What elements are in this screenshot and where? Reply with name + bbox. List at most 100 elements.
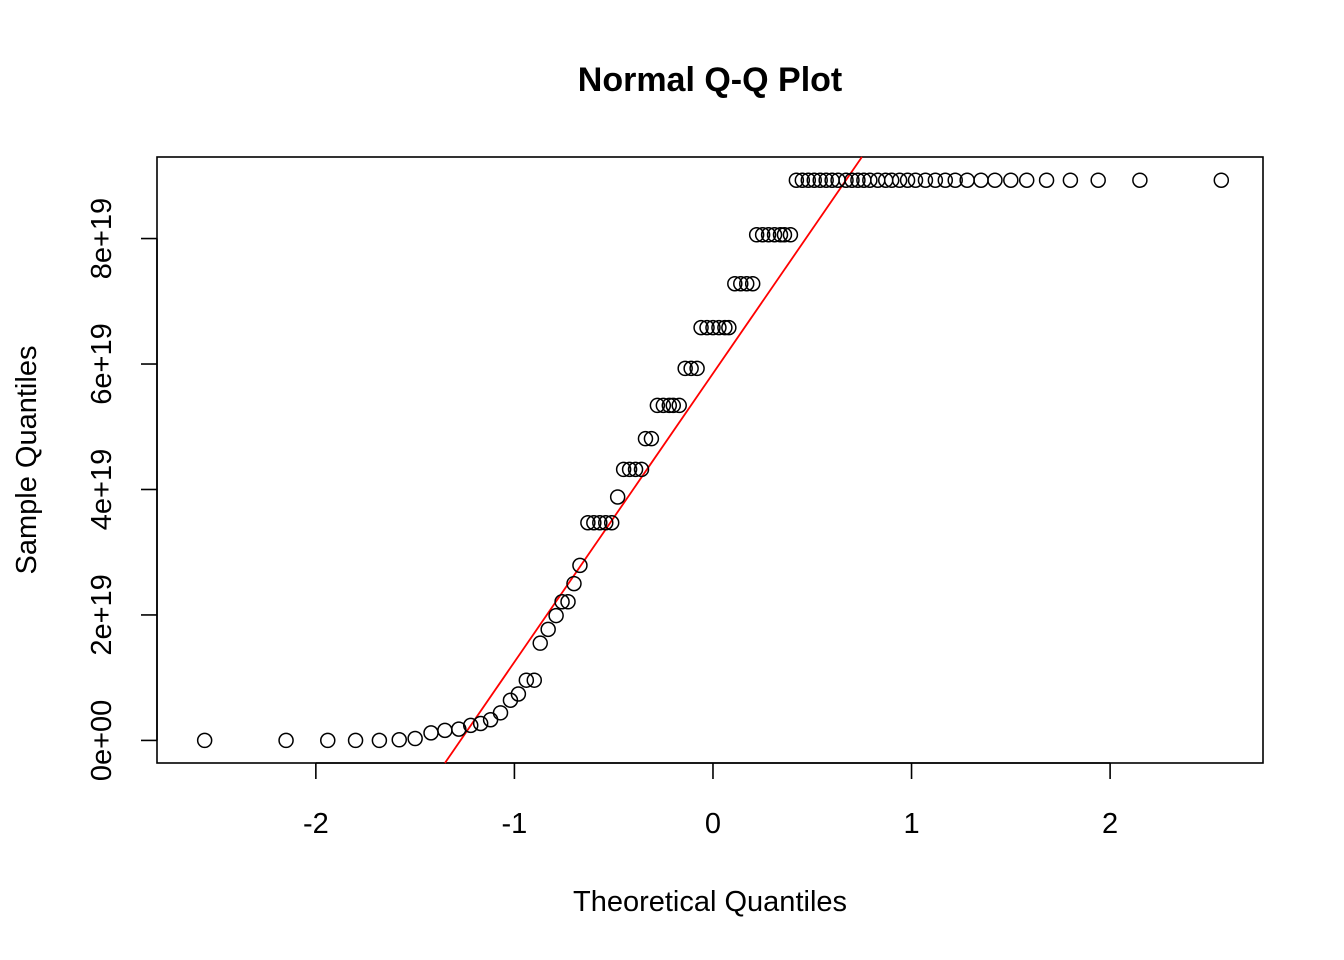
data-point: [391, 732, 407, 748]
reference-line: [444, 156, 863, 764]
data-points: [196, 172, 1230, 749]
data-point: [1003, 172, 1019, 188]
data-point: [782, 227, 799, 243]
data-point: [693, 319, 709, 336]
data-point: [677, 360, 693, 377]
x-axis: -2 -1 0 1 2: [303, 762, 1118, 840]
data-point: [883, 172, 900, 188]
data-point: [518, 672, 535, 688]
data-point: [371, 732, 388, 749]
data-point: [1062, 172, 1079, 188]
data-point: [689, 360, 705, 377]
y-tick-label: 0e+00: [86, 700, 118, 781]
data-point: [423, 725, 439, 741]
data-point: [727, 275, 743, 292]
data-point: [788, 172, 805, 188]
data-point: [838, 172, 854, 188]
data-point: [973, 172, 989, 188]
data-point: [347, 732, 364, 749]
data-point: [699, 319, 715, 336]
data-point: [717, 319, 733, 336]
data-point: [609, 489, 626, 505]
data-point: [754, 227, 771, 243]
data-point: [1132, 172, 1148, 188]
data-point: [510, 686, 527, 702]
data-point: [472, 715, 489, 732]
y-tick-label: 8e+19: [86, 198, 118, 279]
data-point: [407, 730, 423, 747]
data-point: [278, 732, 294, 749]
data-point: [437, 722, 453, 739]
data-point: [196, 732, 213, 749]
data-point: [947, 172, 963, 188]
data-point: [899, 172, 916, 188]
data-point: [532, 635, 548, 651]
data-point: [643, 430, 660, 447]
data-point: [451, 721, 467, 737]
data-point: [711, 319, 727, 336]
data-point: [462, 717, 479, 734]
data-point: [891, 172, 908, 188]
y-tick-label: 4e+19: [86, 449, 118, 530]
data-point: [733, 275, 749, 292]
data-point: [598, 514, 614, 531]
data-point: [818, 172, 834, 188]
data-point: [760, 227, 777, 243]
data-point: [705, 319, 721, 336]
x-tick-label: 2: [1102, 808, 1118, 840]
data-point: [586, 514, 602, 531]
data-point: [800, 172, 817, 188]
data-point: [917, 172, 934, 188]
chart-title: Normal Q-Q Plot: [578, 61, 842, 99]
data-point: [671, 397, 687, 414]
data-point: [738, 275, 755, 292]
data-point: [748, 227, 765, 243]
y-axis: 0e+00 2e+19 4e+19 6e+19 8e+19: [86, 198, 158, 781]
data-point: [554, 594, 570, 610]
data-point: [844, 172, 860, 188]
data-point: [548, 607, 564, 624]
data-point: [540, 621, 556, 638]
data-point: [615, 461, 632, 478]
data-point: [320, 732, 336, 749]
data-point: [1018, 172, 1035, 188]
data-point: [492, 705, 509, 721]
plot-frame: [156, 156, 1264, 764]
data-point: [806, 172, 822, 188]
data-point: [721, 319, 737, 336]
data-point: [862, 172, 878, 188]
data-point: [566, 575, 582, 592]
data-point: [772, 227, 789, 243]
data-point: [850, 172, 866, 188]
data-point: [776, 227, 793, 243]
data-point: [1213, 172, 1230, 188]
data-point: [592, 514, 608, 531]
y-axis-label: Sample Quantiles: [11, 346, 43, 575]
data-point: [633, 461, 650, 478]
data-point: [987, 172, 1003, 188]
data-point: [649, 397, 666, 414]
data-point: [766, 227, 783, 243]
data-point: [637, 430, 654, 447]
data-point: [603, 514, 620, 531]
y-tick-label: 2e+19: [86, 574, 118, 655]
data-point: [526, 672, 543, 688]
y-tick-label: 6e+19: [86, 323, 118, 404]
data-point: [655, 397, 672, 414]
x-tick-label: 0: [705, 808, 721, 840]
data-point: [1090, 172, 1106, 188]
x-axis-label: Theoretical Quantiles: [573, 886, 847, 918]
data-point: [683, 360, 699, 377]
data-point: [870, 172, 886, 188]
data-point: [560, 594, 576, 610]
data-point: [812, 172, 828, 188]
data-point: [621, 461, 638, 478]
data-point: [627, 461, 644, 478]
data-point: [907, 172, 924, 188]
x-tick-label: 1: [903, 808, 919, 840]
x-tick-label: -2: [303, 808, 329, 840]
data-point: [744, 275, 761, 292]
data-point: [927, 172, 944, 188]
data-point: [572, 557, 588, 574]
